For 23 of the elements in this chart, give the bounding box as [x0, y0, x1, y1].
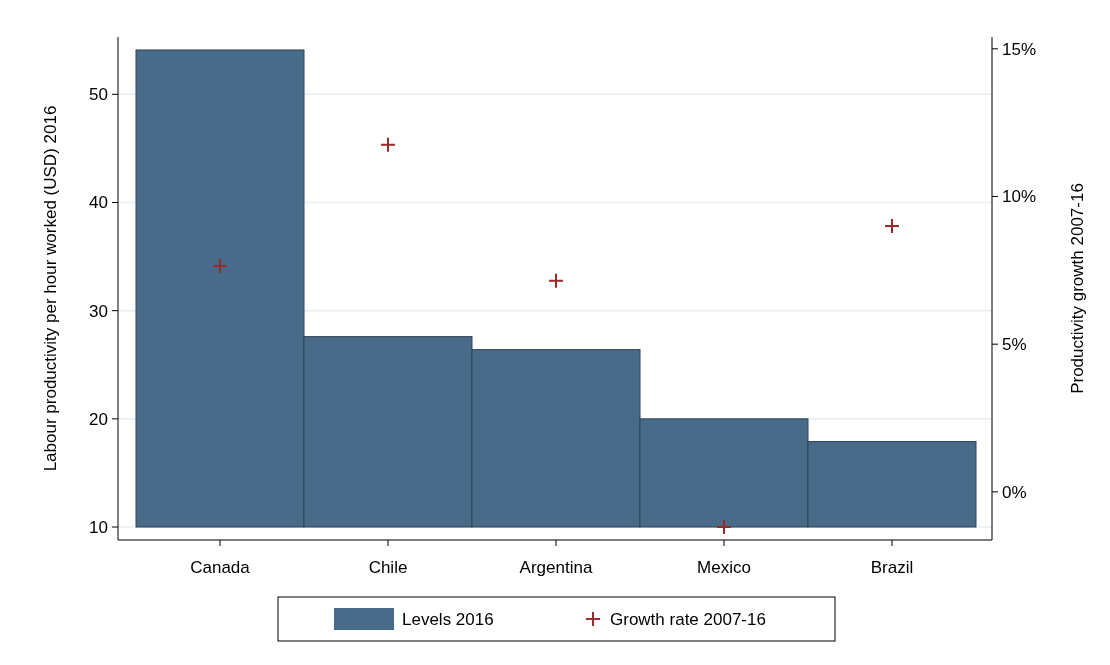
- y-tick-label: 30: [89, 301, 108, 321]
- y-tick-label: 10: [89, 517, 108, 537]
- point: [884, 218, 900, 235]
- point: [716, 519, 732, 535]
- point: [380, 136, 396, 153]
- y2-tick-label: 5%: [1002, 335, 1027, 355]
- y-tick-label: 50: [89, 85, 108, 105]
- x-tick-label: Mexico: [697, 558, 751, 577]
- x-tick-label: Argentina: [519, 558, 593, 577]
- legend-label: Growth rate 2007-16: [610, 609, 766, 629]
- x-tick-label: Chile: [368, 558, 408, 577]
- legend-label: Levels 2016: [402, 609, 494, 629]
- x-tick-label: Canada: [190, 558, 251, 577]
- point: [548, 272, 564, 289]
- y-tick-label: 20: [89, 409, 108, 429]
- y-axis-title: Labour productivity per hour worked (USD) 2016: [41, 105, 60, 472]
- y2-axis-title: Productivity growth 2007-16: [1068, 183, 1087, 394]
- point: [212, 257, 228, 274]
- x-tick-label: Brazil: [870, 558, 914, 577]
- y2-tick-label: 0%: [1002, 482, 1027, 502]
- y2-tick-label: 10%: [1002, 187, 1037, 207]
- y2-tick-label: 15%: [1002, 39, 1037, 59]
- y-tick-label: 40: [89, 193, 108, 213]
